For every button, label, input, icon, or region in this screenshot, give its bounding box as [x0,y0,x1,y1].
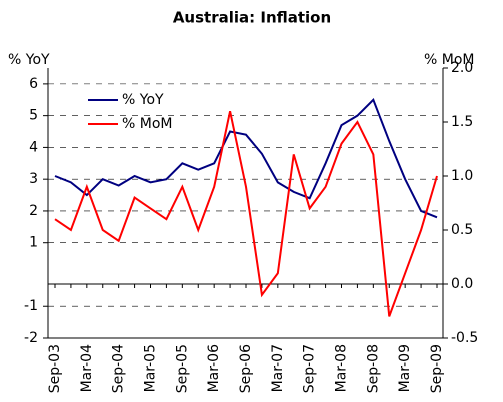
y2-tick-label: -0.5 [451,330,478,346]
x-tick-label: Mar-06 [206,344,222,392]
x-tick-label: Sep-06 [238,344,254,393]
y-tick-label: 5 [29,108,38,124]
x-tick-label: Mar-05 [143,344,159,392]
y2-tick-label: 1.5 [451,114,473,130]
x-tick-label: Sep-09 [429,344,445,393]
y2-tick-label: 0.0 [451,276,473,292]
y-tick-label: -2 [24,330,38,346]
y2-tick-label: 1.0 [451,168,473,184]
x-tick-label: Mar-09 [397,344,413,392]
x-tick-label: Sep-04 [111,344,127,393]
legend-label: % MoM [122,116,172,132]
x-tick-label: Sep-08 [365,344,381,393]
legend-label: % YoY [122,92,164,108]
x-tick-label: Sep-03 [47,344,63,393]
y-tick-label: 1 [29,235,38,251]
y-tick-label: 3 [29,171,38,187]
series-line [54,97,438,219]
y2-tick-label: 2.0 [451,60,473,76]
y-tick-label: 6 [29,76,38,92]
y2-tick-label: 0.5 [451,222,473,238]
series-line [54,110,438,317]
x-tick-label: Mar-07 [270,344,286,392]
y-axis-label: % YoY [8,52,50,68]
x-tick-label: Sep-05 [174,344,190,393]
x-tick-label: Mar-08 [334,344,350,392]
y-tick-label: 2 [29,203,38,219]
y2-axis-label: % MoM [424,52,474,68]
y-tick-label: -1 [24,298,38,314]
x-tick-label: Sep-07 [302,344,318,393]
x-tick-label: Mar-04 [79,344,95,392]
y-tick-label: 4 [29,139,38,155]
chart-title: Australia: Inflation [173,9,331,27]
